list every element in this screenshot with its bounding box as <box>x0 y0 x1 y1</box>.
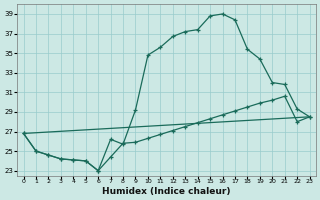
X-axis label: Humidex (Indice chaleur): Humidex (Indice chaleur) <box>102 187 231 196</box>
